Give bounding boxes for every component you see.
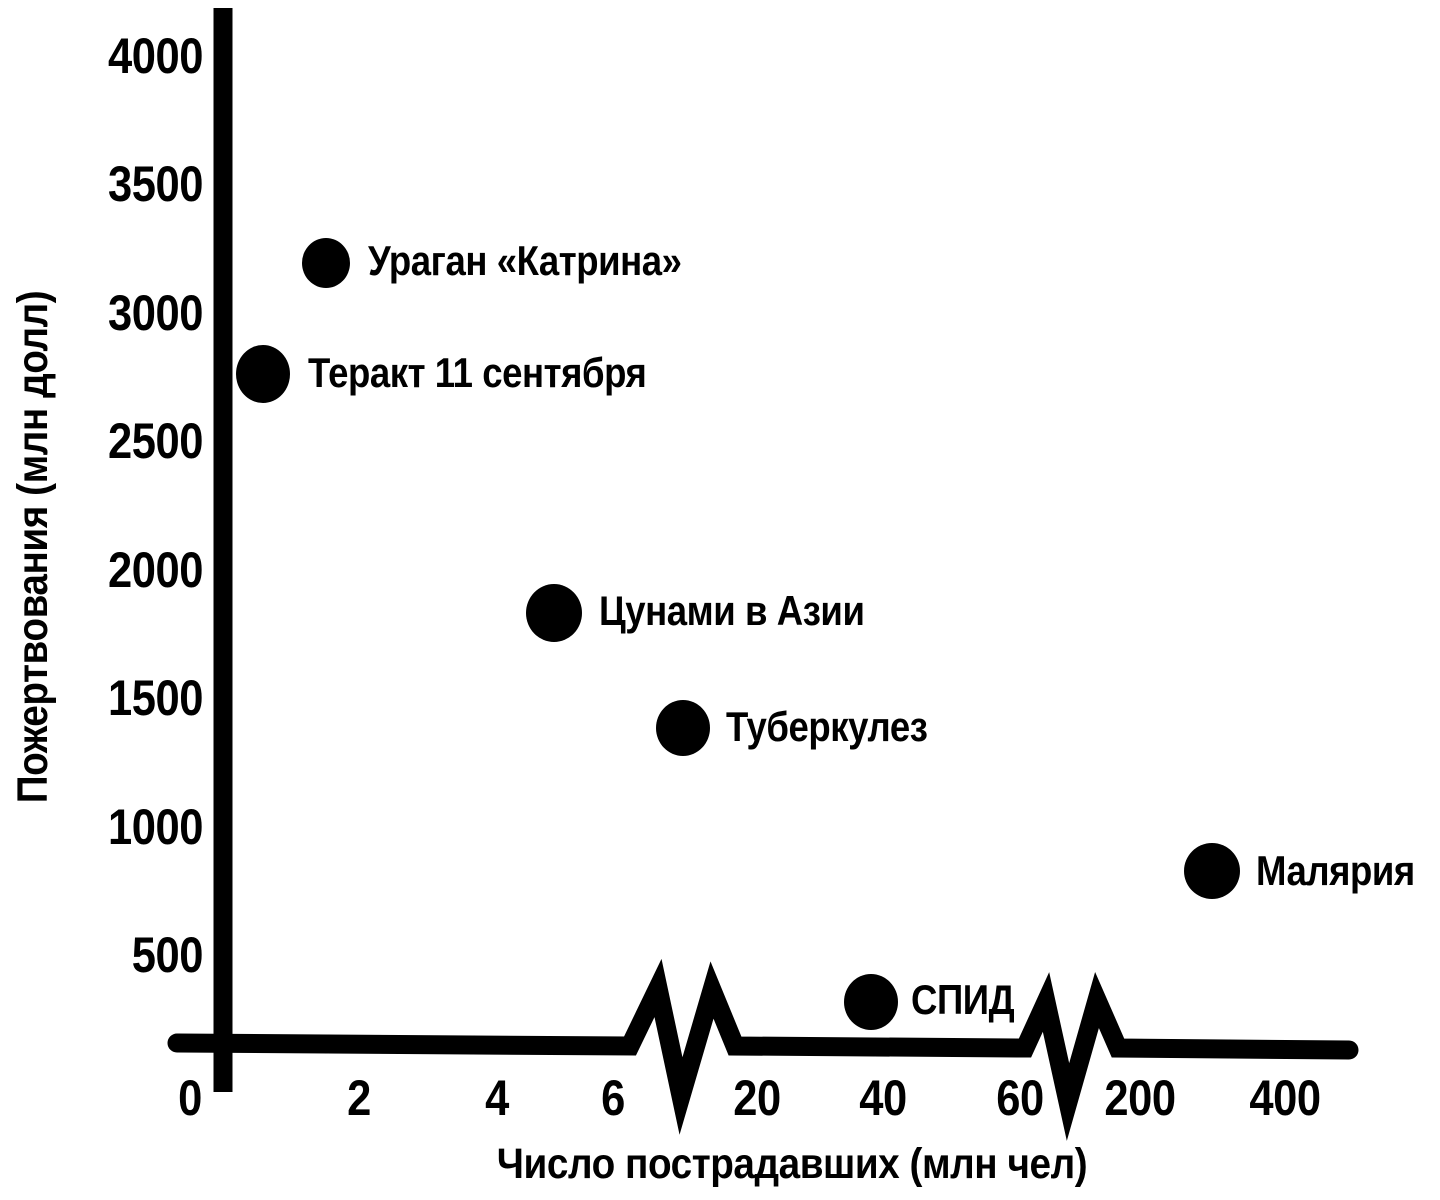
point-dot-hurricane-katrina [302, 238, 350, 288]
point-label-aids: СПИД [911, 976, 1015, 1023]
point-dot-malaria [1184, 843, 1240, 899]
y-tick-1500: 1500 [107, 670, 203, 726]
point-dot-aids [844, 974, 898, 1030]
point-label-malaria: Малярия [1256, 847, 1415, 894]
x-tick-0: 0 [178, 1070, 202, 1126]
x-tick-200: 200 [1104, 1070, 1176, 1126]
y-tick-2500: 2500 [107, 413, 203, 469]
y-tick-2000: 2000 [107, 542, 203, 598]
point-label-september-11-attack: Теракт 11 сентября [308, 349, 647, 396]
y-axis-title: Пожертвования (млн долл) [9, 290, 57, 804]
x-tick-40: 40 [859, 1070, 907, 1126]
point-dot-tuberculosis [656, 700, 710, 756]
x-axis-line-with-breaks [167, 958, 1359, 1141]
y-tick-4000: 4000 [107, 28, 203, 84]
y-tick-1000: 1000 [107, 799, 203, 855]
y-tick-500: 500 [131, 927, 204, 983]
x-tick-400: 400 [1249, 1070, 1321, 1126]
x-tick-20: 20 [733, 1070, 781, 1126]
x-tick-60: 60 [996, 1070, 1044, 1126]
point-label-tuberculosis: Туберкулез [726, 703, 928, 750]
y-tick-3500: 3500 [107, 156, 203, 212]
x-tick-4: 4 [485, 1070, 509, 1126]
x-tick-2: 2 [347, 1070, 371, 1126]
point-label-hurricane-katrina: Ураган «Катрина» [368, 237, 682, 284]
point-label-asia-tsunami: Цунами в Азии [599, 587, 865, 634]
y-tick-3000: 3000 [107, 285, 203, 341]
x-axis-title: Число пострадавших (млн чел) [496, 1140, 1088, 1188]
point-dot-september-11-attack [236, 345, 290, 403]
point-dot-asia-tsunami [526, 584, 582, 642]
x-tick-6: 6 [601, 1070, 625, 1126]
